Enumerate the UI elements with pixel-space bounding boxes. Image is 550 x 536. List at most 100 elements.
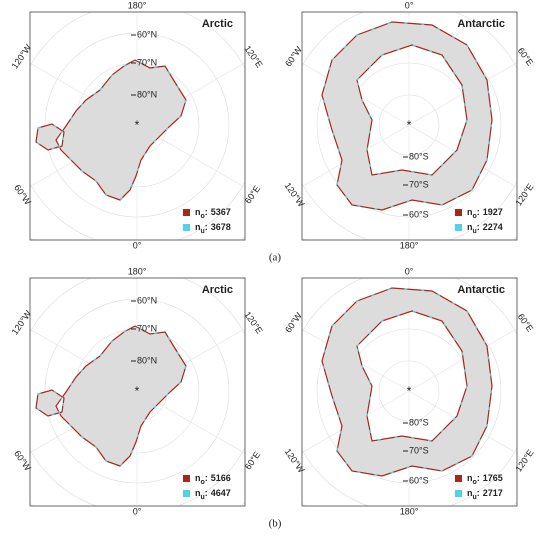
map-panel: Arctic*180°0°120°W 120°E60°W 60°E60°N70°N8… — [10, 266, 265, 516]
legend-separator: : — [205, 222, 208, 232]
meridian-label: 60°E — [516, 46, 535, 68]
legend-symbol: n — [467, 488, 473, 498]
parallel-label: 80°N — [137, 89, 157, 99]
parallel-label: 70°S — [409, 179, 429, 189]
map-area — [302, 12, 517, 240]
map-panel: Arctic*180°0°120°W 120°E60°W 60°E60°N70°N8… — [10, 0, 265, 250]
legend-entry: nu: 3678 — [195, 222, 231, 234]
legend-entry: no: 1765 — [467, 473, 503, 485]
parallel-label: 60°S — [409, 209, 429, 219]
meridian-label: 60°W — [283, 44, 304, 68]
map-area — [30, 278, 245, 506]
meridian-line — [302, 62, 517, 188]
legend-separator: : — [477, 473, 480, 483]
legend-count: 3678 — [211, 222, 231, 232]
legend-symbol: n — [467, 222, 473, 232]
parallel-label: 60°N — [137, 295, 157, 305]
meridian-label: 180° — [400, 506, 419, 516]
legend-count: 4647 — [211, 488, 231, 498]
meridian-label: 0° — [133, 240, 142, 250]
parallel-label: 70°S — [409, 445, 429, 455]
map-title: Antarctic — [457, 18, 505, 30]
legend-swatch — [183, 224, 190, 231]
ice-area — [35, 59, 187, 201]
parallel-label: 70°N — [137, 323, 157, 333]
meridian-line — [302, 328, 517, 454]
map-title: Arctic — [202, 18, 233, 30]
legend-count: 1765 — [483, 473, 503, 483]
legend-separator: : — [205, 207, 208, 217]
legend-symbol: n — [195, 207, 201, 217]
parallel-label: 80°S — [409, 151, 429, 161]
legend-subscript: u — [473, 228, 477, 235]
map-area — [30, 12, 245, 240]
map-area — [302, 278, 517, 506]
legend-subscript: o — [473, 479, 477, 486]
map-frame — [301, 277, 518, 507]
legend-count: 2717 — [483, 488, 503, 498]
legend-subscript: o — [473, 213, 477, 220]
panel-label: (a) — [269, 252, 282, 264]
meridian-label: 60°E — [516, 312, 535, 334]
meridian-label: 60°E — [243, 450, 262, 472]
legend-symbol: n — [195, 222, 201, 232]
parallel-label: 80°N — [137, 355, 157, 365]
center-mark: * — [407, 384, 412, 398]
legend-subscript: o — [201, 213, 205, 220]
legend-subscript: u — [201, 228, 205, 235]
legend-entry: nu: 2717 — [467, 488, 503, 500]
legend-count: 5166 — [211, 473, 231, 483]
legend-count: 2274 — [483, 222, 503, 232]
ice-area — [321, 287, 493, 477]
center-mark: * — [407, 118, 412, 132]
legend-separator: : — [205, 473, 208, 483]
legend-entry: no: 5367 — [195, 207, 231, 219]
legend-subscript: o — [201, 479, 205, 486]
legend-swatch — [455, 475, 462, 482]
ice-edge-under — [321, 287, 493, 477]
parallel-label: 60°S — [409, 475, 429, 485]
center-mark: * — [135, 118, 140, 132]
legend-subscript: u — [473, 494, 477, 501]
parallel-label: 60°N — [137, 29, 157, 39]
map-title: Antarctic — [457, 284, 505, 296]
legend-separator: : — [477, 222, 480, 232]
parallel-label: 80°S — [409, 417, 429, 427]
meridian-label: 0° — [405, 266, 414, 276]
panel-label: (b) — [269, 518, 282, 530]
map-frame — [29, 11, 246, 241]
meridian-label: 60°E — [243, 184, 262, 206]
meridian-label: 120°E — [242, 44, 264, 70]
legend-symbol: n — [195, 488, 201, 498]
legend-symbol: n — [467, 207, 473, 217]
legend-swatch — [455, 490, 462, 497]
meridian-label: 0° — [405, 0, 414, 10]
legend-separator: : — [205, 488, 208, 498]
legend-subscript: u — [201, 494, 205, 501]
meridian-label: 180° — [128, 266, 147, 276]
legend-symbol: n — [195, 473, 201, 483]
legend-swatch — [183, 475, 190, 482]
legend-swatch — [455, 224, 462, 231]
map-frame — [301, 11, 518, 241]
parallel-label: 70°N — [137, 57, 157, 67]
meridian-label: 0° — [133, 506, 142, 516]
legend-swatch — [455, 209, 462, 216]
ice-area — [321, 21, 493, 211]
legend-entry: nu: 4647 — [195, 488, 231, 500]
map-frame — [29, 277, 246, 507]
ice-area — [35, 325, 187, 467]
meridian-label: 180° — [400, 240, 419, 250]
legend-count: 5367 — [211, 207, 231, 217]
legend-separator: : — [477, 488, 480, 498]
legend-entry: no: 1927 — [467, 207, 503, 219]
center-mark: * — [135, 384, 140, 398]
meridian-label: 180° — [128, 0, 147, 10]
legend-swatch — [183, 209, 190, 216]
parallel-circle — [302, 278, 517, 506]
map-title: Arctic — [202, 284, 233, 296]
meridian-label: 60°W — [283, 310, 304, 334]
